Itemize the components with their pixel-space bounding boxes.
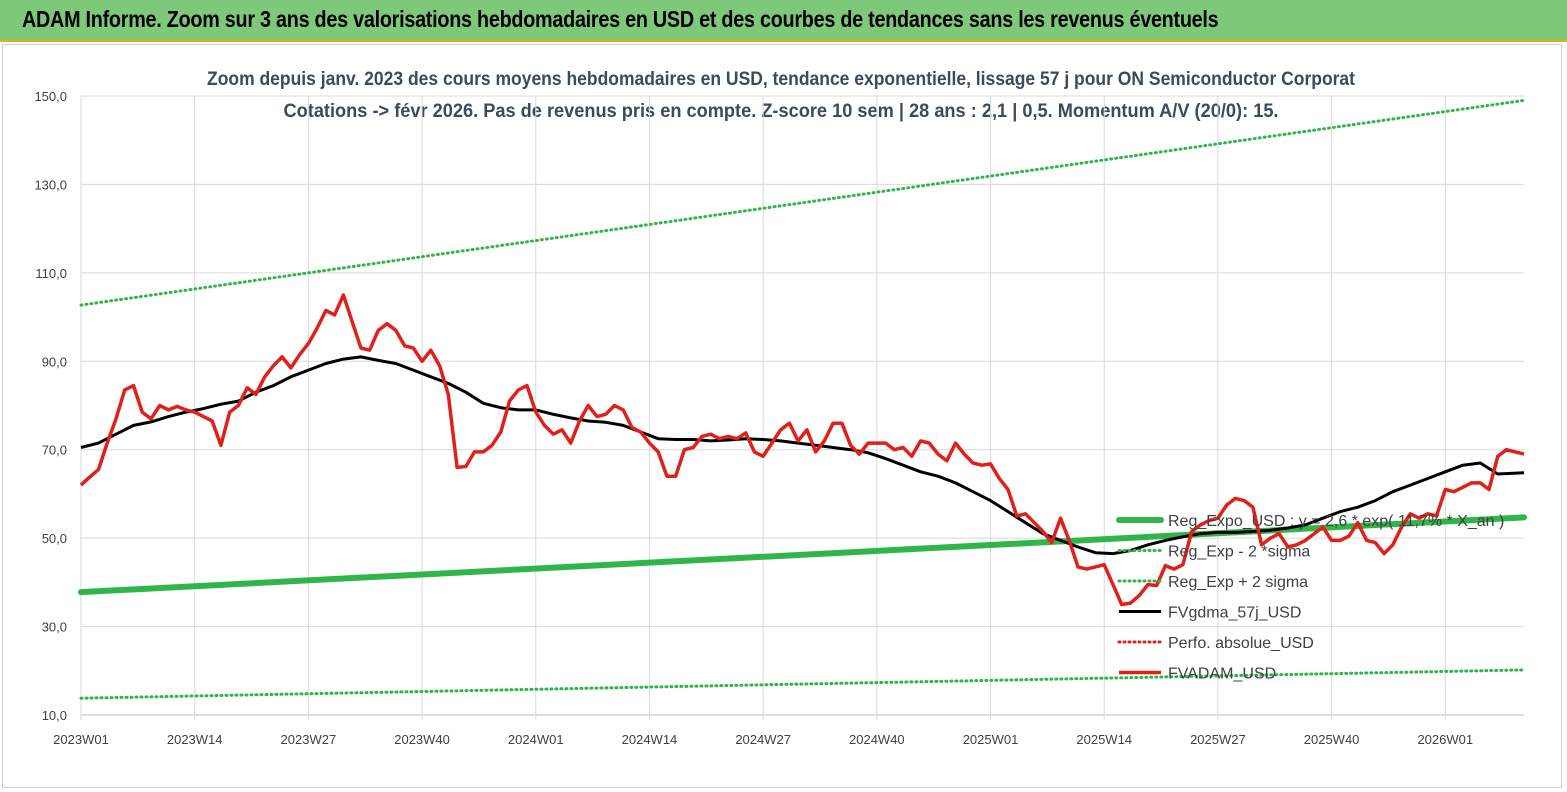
- chart-subtitle: Cotations -> févr 2026. Pas de revenus p…: [284, 101, 1279, 122]
- chart-frame: Zoom depuis janv. 2023 des cours moyens …: [2, 44, 1562, 788]
- x-tick-label: 2024W40: [849, 732, 905, 747]
- legend-label-2: Reg_Exp + 2 sigma: [1168, 574, 1308, 591]
- x-tick-label: 2023W14: [167, 732, 223, 747]
- series-group: [78, 98, 1527, 700]
- grid: [80, 95, 1524, 720]
- y-tick-label: 70,0: [42, 443, 67, 458]
- line-chart: Zoom depuis janv. 2023 des cours moyens …: [34, 69, 1527, 747]
- x-tick-label: 2023W40: [394, 732, 450, 747]
- y-tick-label: 150,0: [34, 89, 67, 104]
- y-tick-label: 10,0: [42, 708, 67, 723]
- series-line-2: [79, 98, 1526, 307]
- x-axis: 2023W01 2023W14 2023W27 2023W40 2024W01 2024W…: [53, 732, 1473, 747]
- x-tick-label: 2024W01: [508, 732, 564, 747]
- y-tick-label: 30,0: [42, 620, 67, 635]
- legend-label-0: Reg_Expo_USD : y = 2,6 * exp( 11,7% * X_…: [1168, 513, 1504, 530]
- x-tick-label: 2025W14: [1076, 732, 1132, 747]
- legend-label-4: Perfo. absolue_USD: [1168, 635, 1314, 652]
- x-tick-label: 2024W14: [622, 732, 678, 747]
- y-tick-label: 50,0: [42, 531, 67, 546]
- x-tick-label: 2024W27: [735, 732, 791, 747]
- series-line-5: [79, 293, 1525, 607]
- legend: Reg_Expo_USD : y = 2,6 * exp( 11,7% * X_…: [1116, 513, 1504, 683]
- x-tick-label: 2025W40: [1304, 732, 1360, 747]
- report-title: ADAM Informe. Zoom sur 3 ans des valoris…: [22, 6, 1219, 32]
- y-axis: 150,0 130,0 110,0 90,0 70,0 50,0 30,0 10,0: [34, 89, 67, 723]
- chart-title: Zoom depuis janv. 2023 des cours moyens …: [207, 69, 1356, 90]
- y-tick-label: 130,0: [34, 177, 67, 192]
- y-tick-label: 110,0: [35, 266, 67, 281]
- x-tick-label: 2025W01: [963, 732, 1019, 747]
- series-line-1: [79, 668, 1526, 700]
- y-tick-label: 90,0: [42, 354, 67, 369]
- x-tick-label: 2025W27: [1190, 732, 1246, 747]
- legend-label-1: Reg_Exp - 2 *sigma: [1168, 544, 1310, 561]
- legend-label-5: FVADAM_USD: [1168, 666, 1276, 683]
- report-banner: ADAM Informe. Zoom sur 3 ans des valoris…: [0, 0, 1567, 42]
- series-line-3: [80, 355, 1525, 556]
- x-tick-label: 2023W27: [281, 732, 337, 747]
- x-tick-label: 2026W01: [1417, 732, 1473, 747]
- legend-label-3: FVgdma_57j_USD: [1168, 605, 1301, 622]
- x-tick-label: 2023W01: [53, 732, 109, 747]
